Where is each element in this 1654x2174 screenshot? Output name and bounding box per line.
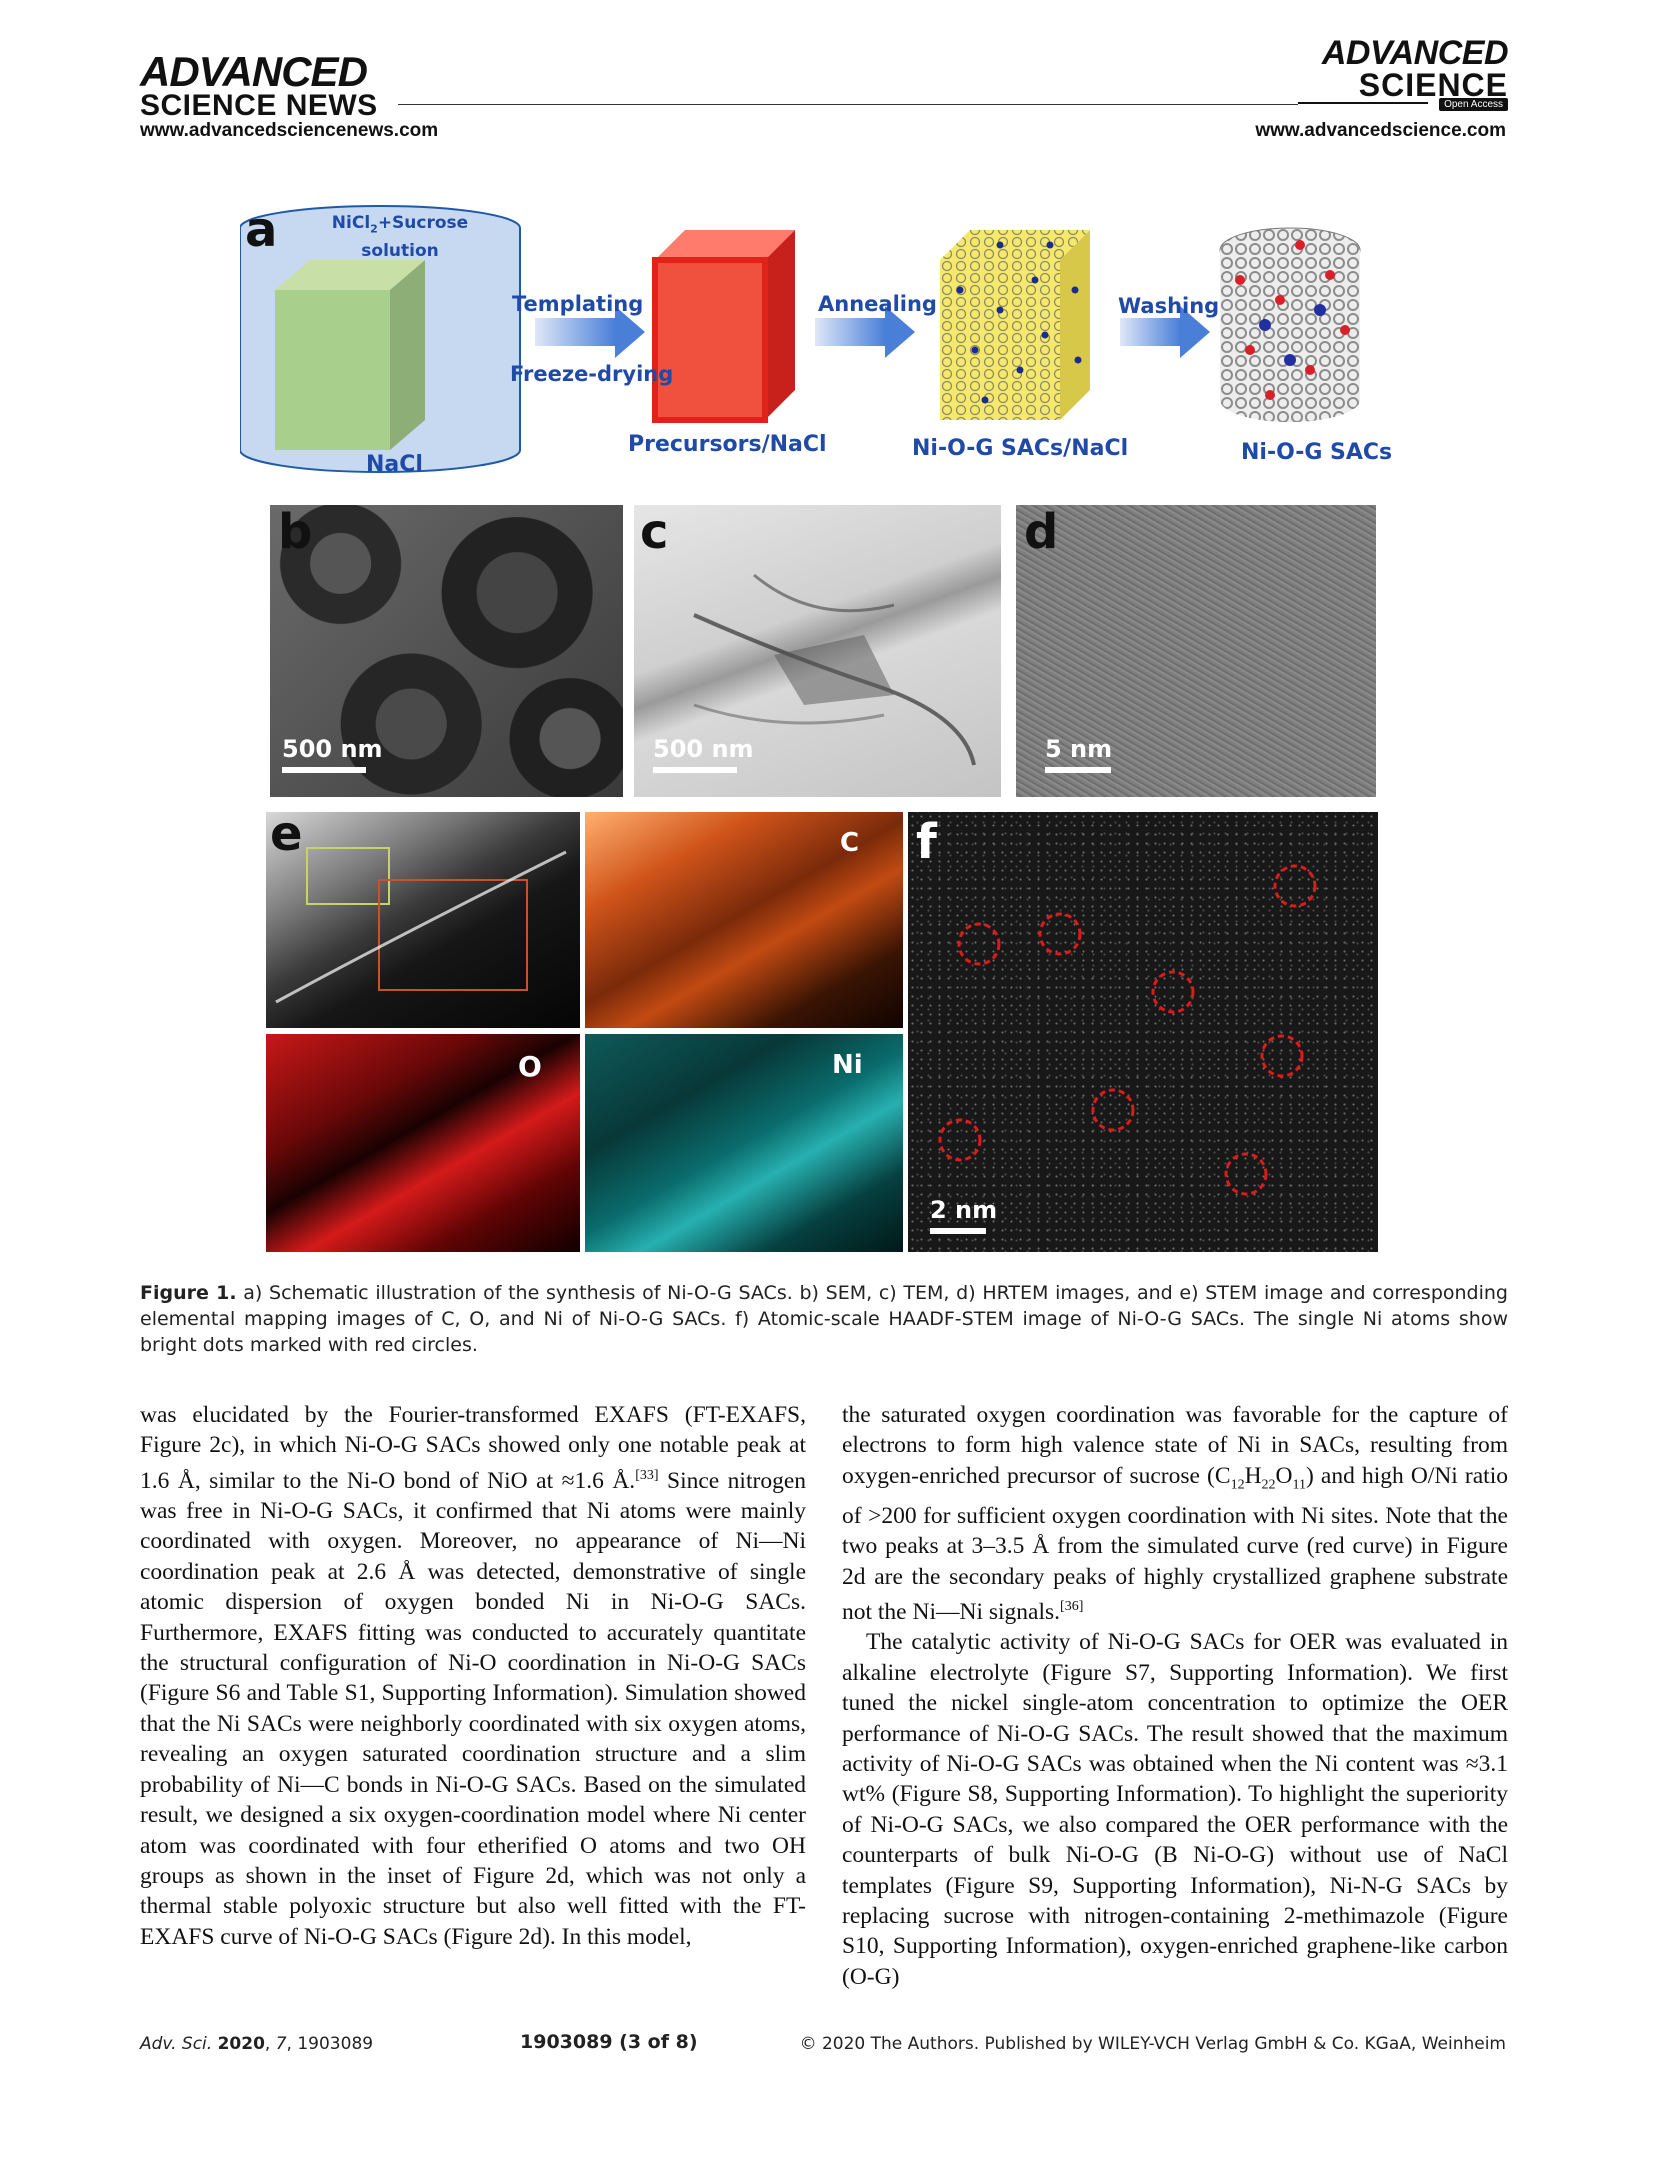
panel-f-scale-text: 2 nm: [930, 1196, 998, 1224]
step-annealing-label: Annealing: [818, 292, 937, 316]
logo-left-line1: ADVANCED: [140, 48, 368, 95]
arrow-templating: [535, 318, 615, 346]
footer-citation: Adv. Sci. 2020, 7, 1903089: [140, 2034, 374, 2054]
panel-e-map-c: [585, 812, 903, 1028]
footer-volume: 7: [275, 2034, 287, 2054]
footer-year: 2020: [217, 2034, 265, 2054]
panel-b-sem-image: [270, 505, 623, 797]
formula-sub-22: 22: [1261, 1477, 1276, 1493]
logo-right-line2: SCIENCE: [1358, 67, 1508, 103]
ref-36[interactable]: [36]: [1060, 1599, 1084, 1615]
panel-d-hrtem-image: [1016, 505, 1376, 797]
caption-text: a) Schematic illustration of the synthes…: [140, 1282, 1508, 1356]
nioG-nacl-label: Ni-O-G SACs/NaCl: [912, 436, 1129, 461]
left-col-text-2: Since nitrogen was free in Ni-O-G SACs, …: [140, 1467, 806, 1950]
header-url-right[interactable]: www.advancedscience.com: [1255, 120, 1506, 141]
body-column-right: the saturated oxygen coordination was fa…: [842, 1400, 1508, 1992]
header-rule: [398, 104, 1298, 105]
logo-right-rule: [1298, 102, 1428, 104]
panel-e-stem-image: [266, 812, 580, 1028]
panel-f-scalebar: 2 nm: [930, 1196, 997, 1234]
panel-b-scale-bar: [282, 767, 366, 773]
map-ni-label: Ni: [832, 1050, 863, 1080]
body-column-left: was elucidated by the Fourier-transforme…: [140, 1400, 806, 1952]
container-text-2: +Sucrose: [377, 213, 469, 233]
container-label: NiCl2+Sucrose solution: [330, 212, 470, 263]
map-o-label: O: [518, 1050, 542, 1083]
header-url-left[interactable]: www.advancedsciencenews.com: [140, 120, 439, 141]
precursor-label: Precursors/NaCl: [628, 432, 827, 457]
caption-label: Figure 1.: [140, 1282, 237, 1304]
step-washing-label: Washing: [1118, 294, 1220, 318]
panel-d-letter: d: [1024, 504, 1059, 560]
journal-logo-left: ADVANCED SCIENCE NEWS: [140, 48, 400, 122]
panel-f-haadf-image: [908, 812, 1378, 1252]
panel-a-letter: a: [245, 202, 278, 258]
panel-f-circles: [938, 864, 1317, 1196]
step-templating-label: Templating: [512, 292, 644, 316]
panel-e-map-ni: [585, 1034, 903, 1252]
nacl-label: NaCl: [366, 452, 423, 477]
formula-o: O: [1275, 1462, 1293, 1489]
panel-d-scale-text: 5 nm: [1045, 735, 1113, 763]
formula-sub-12: 12: [1230, 1477, 1245, 1493]
panel-b-letter: b: [278, 504, 313, 560]
ref-33[interactable]: [33]: [635, 1467, 659, 1483]
panel-c-scalebar: 500 nm: [653, 735, 754, 773]
panel-b-scalebar: 500 nm: [282, 735, 383, 773]
panel-c-scale-bar: [653, 767, 737, 773]
panel-c-scale-text: 500 nm: [653, 735, 754, 763]
panel-b-scale-text: 500 nm: [282, 735, 383, 763]
figure-panel-a: [239, 200, 1370, 500]
left-col-text-1: was elucidated by the Fourier-transforme…: [140, 1402, 806, 1494]
logo-right-line1: ADVANCED: [1321, 34, 1509, 72]
step-freeze-drying-label: Freeze-drying: [510, 362, 674, 386]
panel-d-scalebar: 5 nm: [1045, 735, 1112, 773]
footer-page-number: 1903089 (3 of 8): [520, 2031, 698, 2053]
container-text-1: NiCl: [331, 213, 371, 233]
formula-h: H: [1244, 1462, 1262, 1489]
footer-journal: Adv. Sci.: [140, 2034, 213, 2054]
container-text-sub: 2: [370, 222, 378, 236]
right-col-text-1: the saturated oxygen coordination was fa…: [842, 1402, 1508, 1489]
panel-e-letter: e: [270, 806, 303, 862]
figure-caption: Figure 1. a) Schematic illustration of t…: [140, 1280, 1508, 1358]
journal-logo-right: ADVANCED SCIENCE Open Access: [1298, 34, 1509, 111]
right-col-text-2: ) and high O/Ni ratio of >200 for suffic…: [842, 1462, 1508, 1625]
panel-f-letter: f: [916, 814, 937, 870]
footer-article: 1903089: [297, 2034, 374, 2054]
nioG-label: Ni-O-G SACs: [1241, 440, 1393, 465]
panel-e-map-o: [266, 1034, 580, 1252]
synthesis-schematic: [239, 205, 1361, 473]
panel-d-scale-bar: [1045, 767, 1111, 773]
arrow-annealing: [815, 318, 885, 346]
formula-sub-11: 11: [1292, 1477, 1307, 1493]
panel-c-flakes: [693, 573, 976, 766]
right-col-paragraph-2: The catalytic activity of Ni-O-G SACs fo…: [842, 1629, 1508, 1990]
arrow-washing: [1120, 318, 1180, 346]
panel-e-boxes: [275, 847, 567, 1004]
panel-c-tem-image: [634, 505, 1001, 797]
panel-c-letter: c: [640, 504, 669, 560]
open-access-badge: Open Access: [1439, 98, 1508, 111]
container-text-3: solution: [361, 241, 439, 262]
logo-left-line2: SCIENCE NEWS: [140, 89, 378, 122]
map-c-label: C: [840, 828, 860, 858]
footer-copyright: © 2020 The Authors. Published by WILEY-V…: [799, 2034, 1506, 2054]
panel-f-scale-bar: [930, 1228, 986, 1234]
